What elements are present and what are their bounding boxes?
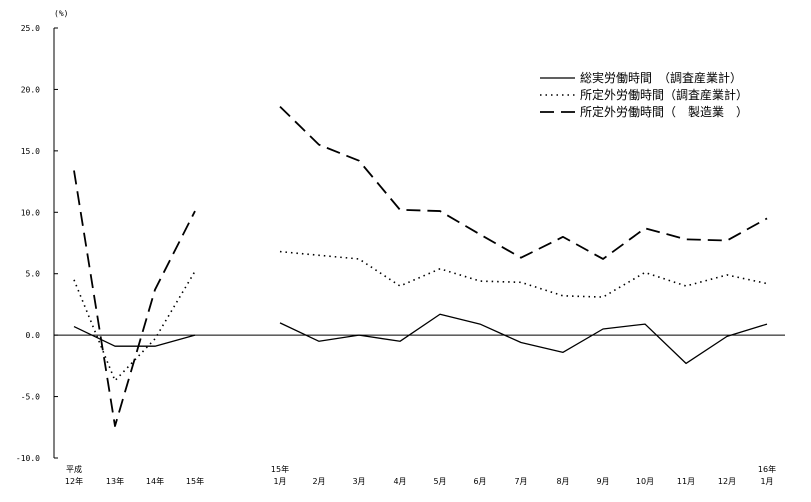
y-tick-label: -10.0: [16, 454, 40, 463]
series-2-monthly-line: [279, 250, 768, 298]
x-tick-label-top: 15年: [271, 464, 289, 474]
series-1-monthly-line: [279, 313, 768, 365]
y-tick-label: -5.0: [21, 393, 40, 402]
series-lines: [73, 105, 768, 427]
y-tick-label: 15.0: [21, 147, 40, 156]
x-tick-label: 7月: [514, 477, 527, 486]
x-tick-label: 10月: [636, 477, 654, 486]
y-tick-label: 5.0: [26, 270, 41, 279]
legend-label-1: 総実労働時間 （調査産業計）: [580, 70, 742, 85]
x-tick-label: 14年: [146, 476, 164, 486]
y-axis-unit-label: (%): [54, 9, 68, 18]
series-3-annual-line: [73, 170, 196, 427]
x-tick-label: 5月: [433, 477, 446, 486]
x-tick-label: 1月: [760, 477, 773, 486]
x-tick-label: 9月: [596, 477, 609, 486]
x-tick-label-top: 16年: [758, 464, 776, 474]
x-tick-label: 4月: [393, 477, 406, 486]
y-tick-label: 10.0: [21, 208, 40, 217]
x-tick-label: 8月: [556, 477, 569, 486]
legend-label-3: 所定外労働時間（ 製造業 ）: [580, 104, 748, 119]
x-tick-label: 12月: [718, 477, 736, 486]
series-1-annual-line: [73, 325, 196, 347]
x-tick-label: 2月: [312, 477, 325, 486]
axes: 25.0 20.0 15.0 10.0 5.0 0.0 -5.0 -10.0 平成 12年 13年 1…: [16, 24, 785, 486]
y-tick-label: 20.0: [21, 85, 40, 94]
x-tick-label: 1月: [273, 477, 286, 486]
x-tick-label: 12年: [65, 476, 83, 486]
x-tick-label: 13年: [106, 476, 124, 486]
legend: 総実労働時間 （調査産業計） 所定外労働時間（調査産業計） 所定外労働時間（ 製造業…: [540, 70, 748, 119]
series-3-monthly-line: [279, 105, 768, 260]
legend-label-2: 所定外労働時間（調査産業計）: [580, 87, 748, 102]
y-tick-label: 25.0: [21, 24, 40, 33]
x-tick-label-top: 平成: [66, 464, 82, 474]
x-tick-label: 15年: [186, 476, 204, 486]
x-tick-label: 11月: [677, 477, 695, 486]
x-tick-label: 6月: [473, 477, 486, 486]
x-tick-label: 3月: [352, 477, 365, 486]
y-tick-label: 0.0: [26, 331, 41, 340]
